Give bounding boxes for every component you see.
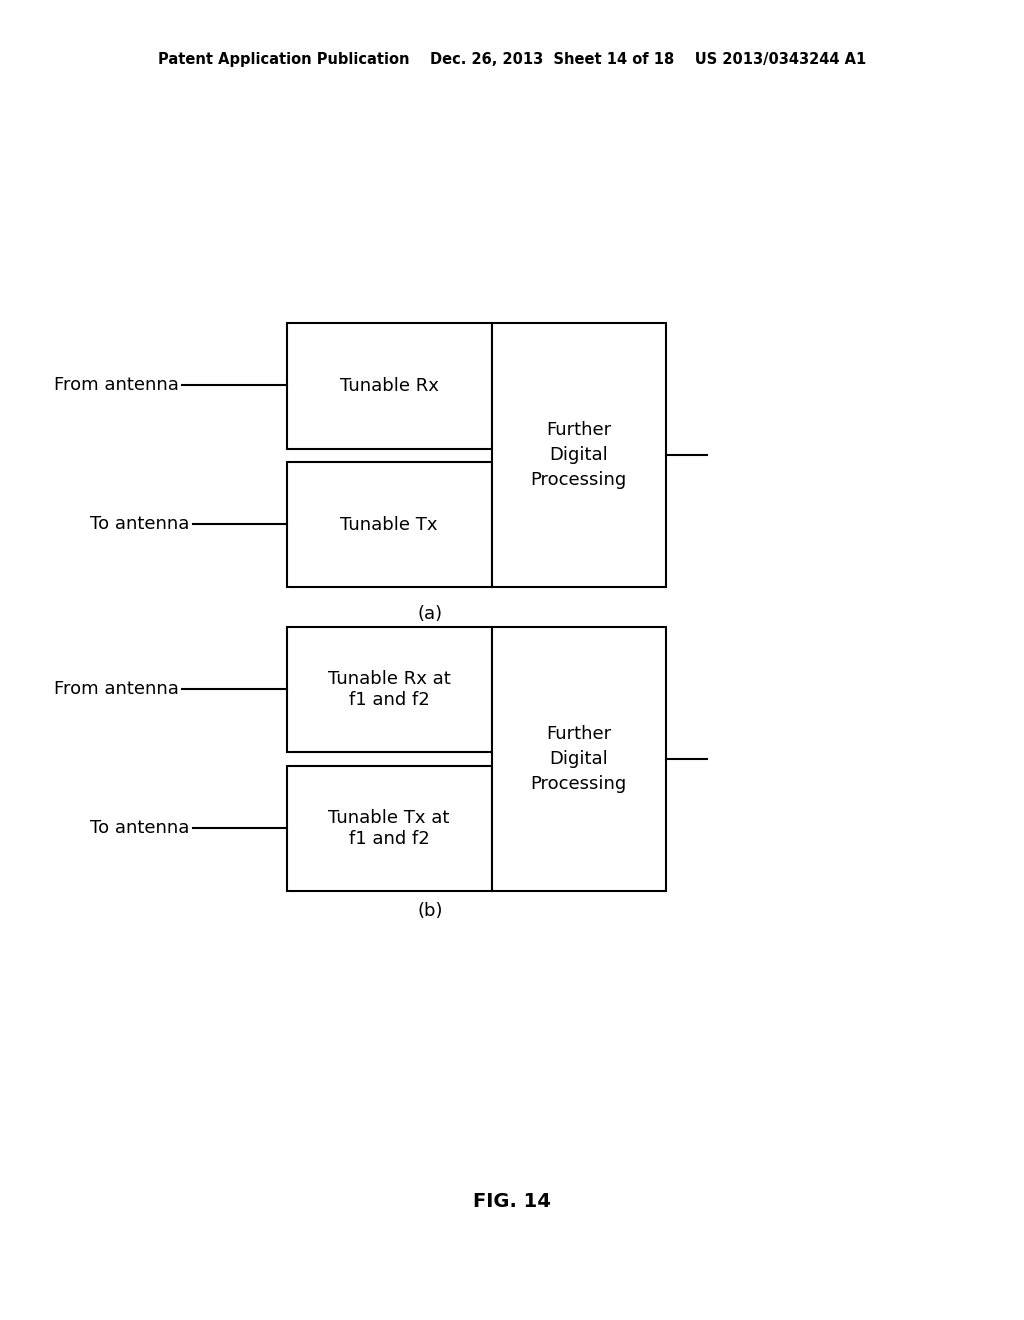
Bar — [287, 323, 492, 449]
Text: (b): (b) — [418, 902, 442, 920]
Bar — [287, 462, 492, 587]
Text: Tunable Tx: Tunable Tx — [340, 516, 438, 533]
Text: Further
Digital
Processing: Further Digital Processing — [530, 421, 627, 490]
Text: Tunable Rx at
f1 and f2: Tunable Rx at f1 and f2 — [328, 671, 451, 709]
Text: FIG. 14: FIG. 14 — [473, 1192, 551, 1210]
Text: From antenna: From antenna — [54, 376, 179, 395]
Bar — [492, 323, 666, 587]
Text: Tunable Rx: Tunable Rx — [340, 378, 438, 395]
Text: Tunable Tx at
f1 and f2: Tunable Tx at f1 and f2 — [329, 809, 450, 847]
Text: To antenna: To antenna — [90, 818, 189, 837]
Bar — [287, 627, 492, 752]
Bar — [287, 766, 492, 891]
Text: (a): (a) — [418, 605, 442, 623]
Text: From antenna: From antenna — [54, 680, 179, 698]
Bar — [492, 627, 666, 891]
Text: Patent Application Publication    Dec. 26, 2013  Sheet 14 of 18    US 2013/03432: Patent Application Publication Dec. 26, … — [158, 51, 866, 67]
Text: Further
Digital
Processing: Further Digital Processing — [530, 725, 627, 793]
Text: To antenna: To antenna — [90, 515, 189, 533]
